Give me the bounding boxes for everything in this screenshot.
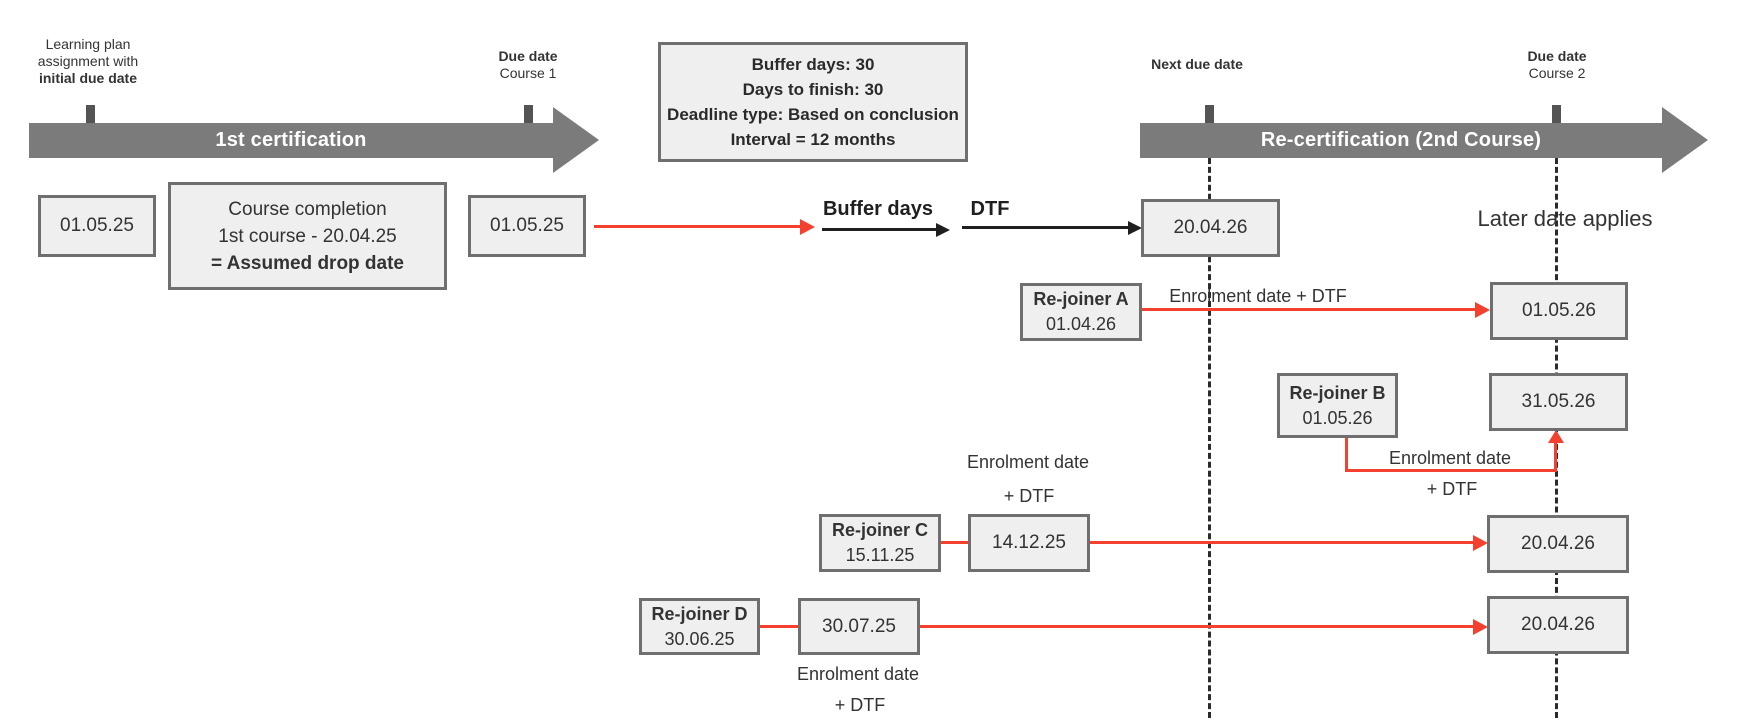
rejoiner-d-date: 30.06.25 [664,628,735,649]
course-completion-box: Course completion 1st course - 20.04.25 … [168,182,447,290]
rejoiner-d-enrol-dtf-value: 30.07.25 [822,615,896,637]
rejoiner-d-arrow-label-1: Enrolment date [796,664,920,684]
timeline1-title: 1st certification [215,129,367,151]
rejoiner-c-enrol-dtf-value: 14.12.25 [992,532,1066,553]
course1-due-date-value: 01.05.25 [490,215,564,236]
rejoiner-a-date: 01.04.26 [1045,314,1117,334]
rejoiner-d-result-value: 20.04.26 [1521,614,1595,635]
timeline1-bar: 1st certification [29,123,553,158]
rejoiner-c-arrow-label-1: Enrolment date [966,452,1090,472]
rejoiner-b-box: Re-joiner B 01.05.26 [1277,373,1398,438]
red-arrowhead-icon [1473,619,1488,635]
rejoiner-c-arrow-line [1090,541,1475,544]
rejoiner-d-name: Re-joiner D [651,603,748,624]
next-due-date-value: 20.04.26 [1173,217,1248,238]
rejoiner-b-result-box: 31.05.26 [1489,373,1628,431]
assignment-label-line2: assignment with [37,53,139,69]
param-days-to-finish: Days to finish: 30 [742,80,884,99]
rejoiner-c-connector-line [941,541,968,544]
assignment-label-line1: Learning plan [45,36,131,52]
rejoiner-c-result-box: 20.04.26 [1487,515,1629,573]
rejoiner-b-arrow-label-1: Enrolment date [1388,448,1512,468]
timeline2-bar: Re-certification (2nd Course) [1140,123,1662,158]
next-due-date-box: 20.04.26 [1141,199,1280,257]
rejoiner-d-enrol-dtf-box: 30.07.25 [798,598,920,655]
rejoiner-a-arrow-label: Enrolment date + DTF [1169,286,1347,306]
rejoiner-d-arrow-line [920,625,1475,628]
rejoiner-c-result-value: 20.04.26 [1521,533,1595,554]
timeline2-arrowhead-icon [1662,107,1708,173]
assignment-date-box: 01.05.25 [38,195,156,257]
rejoiner-c-name: Re-joiner C [831,520,928,540]
course1-due-label-line1: Due date [498,48,558,64]
timeline2-title: Re-certification (2nd Course) [1260,129,1542,151]
completion-note-line2: 1st course - 20.04.25 [218,225,397,247]
rejoiner-d-box: Re-joiner D 30.06.25 [639,598,760,655]
course1-due-label-line2: Course 1 [499,65,557,81]
tick-mark [524,105,533,124]
next-due-date-guide-line [1208,158,1211,718]
param-interval: Interval = 12 months [730,130,896,149]
rejoiner-b-name: Re-joiner B [1289,382,1386,403]
completion-note-line3: = Assumed drop date [210,252,405,274]
assignment-label: Learning plan assignment with initial du… [38,36,138,87]
rejoiner-a-box: Re-joiner A 01.04.26 [1020,283,1142,341]
rejoiner-b-result-value: 31.05.26 [1521,391,1596,412]
tick-mark [1552,105,1561,124]
param-buffer-days: Buffer days: 30 [751,55,875,74]
rejoiner-d-result-box: 20.04.26 [1487,596,1629,654]
parameters-box: Buffer days: 30 Days to finish: 30 Deadl… [658,42,968,162]
later-date-applies-note: Later date applies [1477,206,1653,231]
rejoiner-b-connector-across [1345,469,1557,472]
rejoiner-a-result-box: 01.05.26 [1490,282,1628,340]
tick-mark [86,105,95,124]
red-arrowhead-icon [1475,302,1490,318]
course1-due-label: Due date Course 1 [498,48,557,82]
red-arrowhead-up-icon [1548,430,1564,443]
rejoiner-a-name: Re-joiner A [1033,289,1129,309]
red-arrowhead-icon [800,219,815,235]
rejoiner-a-result-value: 01.05.26 [1522,300,1596,321]
rejoiner-c-enrol-dtf-box: 14.12.25 [968,514,1090,572]
assignment-date-value: 01.05.25 [60,215,134,236]
rejoiner-c-arrow-label-2: + DTF [1003,486,1055,506]
assignment-label-line3: initial due date [38,70,138,86]
course1-due-date-box: 01.05.25 [468,195,586,257]
timeline1-arrowhead-icon [553,107,599,173]
param-deadline-type: Deadline type: Based on conclusion [667,105,959,124]
course2-due-label-line2: Course 2 [1528,65,1586,81]
rejoiner-c-date: 15.11.25 [845,545,915,565]
course2-due-label: Due date Course 2 [1527,48,1586,82]
black-arrowhead-icon [1128,221,1142,235]
rejoiner-b-connector-down [1345,438,1348,472]
next-due-date-label: Next due date [1151,56,1243,72]
rejoiner-b-arrow-label-2: + DTF [1426,479,1478,499]
dtf-arrow-line [962,226,1128,229]
rejoiner-a-arrow-line [1142,308,1476,311]
rejoiner-b-connector-up [1554,441,1557,472]
buffer-days-label: Buffer days [822,198,934,220]
red-arrowhead-icon [1473,535,1488,551]
buffer-days-arrow-line [822,228,936,231]
tick-mark [1205,105,1214,124]
drop-date-connector-line [594,225,801,228]
course2-due-label-line1: Due date [1527,48,1587,64]
dtf-label: DTF [970,198,1010,220]
rejoiner-d-connector-line [760,625,798,628]
rejoiner-b-date: 01.05.26 [1302,407,1373,428]
black-arrowhead-icon [936,223,950,237]
completion-note-line1: Course completion [228,198,387,220]
rejoiner-d-arrow-label-2: + DTF [834,695,886,715]
rejoiner-c-box: Re-joiner C 15.11.25 [819,514,941,572]
